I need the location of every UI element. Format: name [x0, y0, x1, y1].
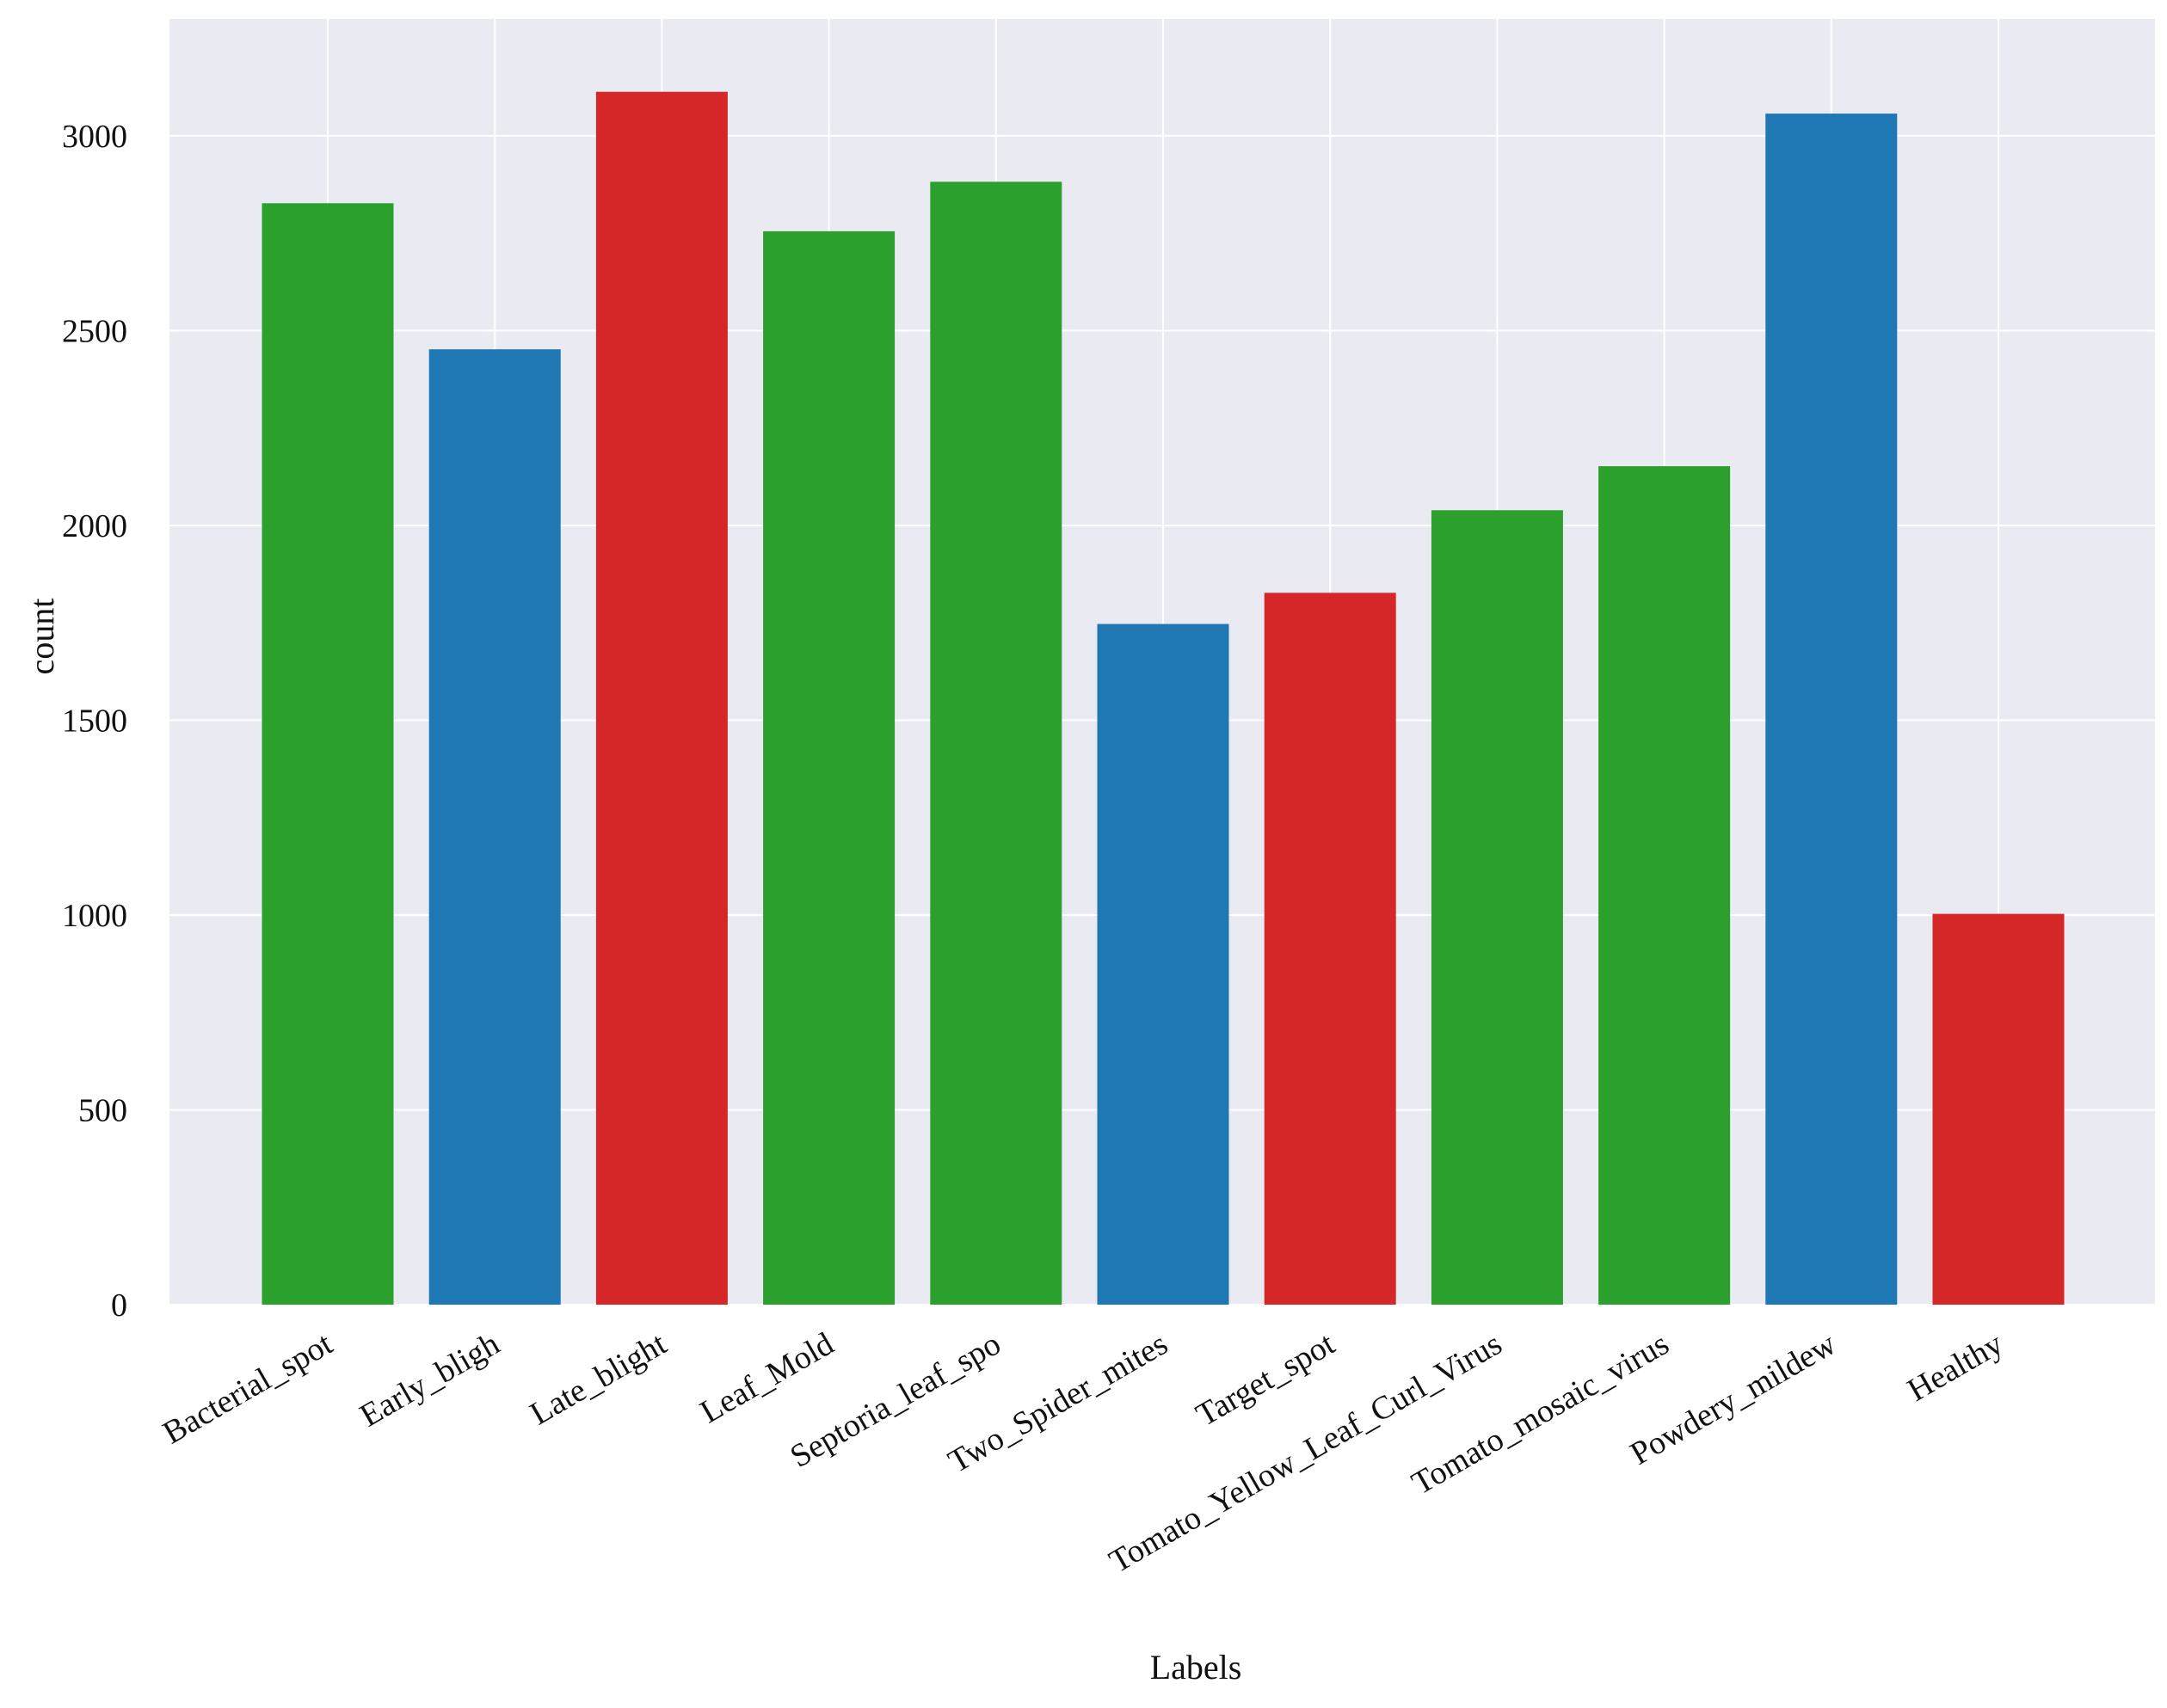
- bar-two-spider-mites: [1097, 624, 1229, 1305]
- x-axis-title: Labels: [1150, 1648, 1242, 1686]
- x-tick-label: Healthy: [1901, 1325, 2009, 1409]
- y-axis-ticks: 0 500 1000 1500 2000 2500 3000: [62, 119, 127, 1324]
- bar-septoria-leaf-spo: [930, 181, 1062, 1305]
- y-tick-label: 0: [111, 1287, 127, 1324]
- bar-tomato-mosaic-virus: [1598, 466, 1731, 1305]
- x-tick-label: Late_blight: [524, 1325, 673, 1432]
- bar-target-spot: [1264, 593, 1396, 1305]
- bar-powdery-mildew: [1765, 114, 1898, 1305]
- bar-tomato-yellow-leaf-curl-virus: [1431, 510, 1563, 1305]
- x-tick-label: Target_spot: [1190, 1325, 1341, 1434]
- y-tick-label: 1000: [62, 898, 127, 934]
- bar-healthy: [1932, 913, 2065, 1305]
- bar-leaf-mold: [763, 230, 896, 1306]
- x-axis-ticks: Bacterial_spot Early_bligh Late_blight Leaf…: [157, 1325, 2009, 1580]
- y-axis-title: count: [22, 599, 61, 675]
- bar-bacterial-spot: [262, 203, 394, 1306]
- y-tick-label: 2500: [62, 313, 127, 349]
- bar-late-blight: [595, 91, 728, 1305]
- bar-early-bligh: [428, 349, 561, 1306]
- x-tick-label: Leaf_Mold: [694, 1325, 840, 1430]
- y-tick-label: 3000: [62, 119, 127, 155]
- bars: [262, 91, 2065, 1306]
- y-tick-label: 2000: [62, 508, 127, 544]
- x-tick-label: Early_bligh: [354, 1325, 505, 1434]
- x-tick-label: Bacterial_spot: [157, 1325, 338, 1451]
- y-tick-label: 500: [78, 1092, 127, 1128]
- y-tick-label: 1500: [62, 703, 127, 739]
